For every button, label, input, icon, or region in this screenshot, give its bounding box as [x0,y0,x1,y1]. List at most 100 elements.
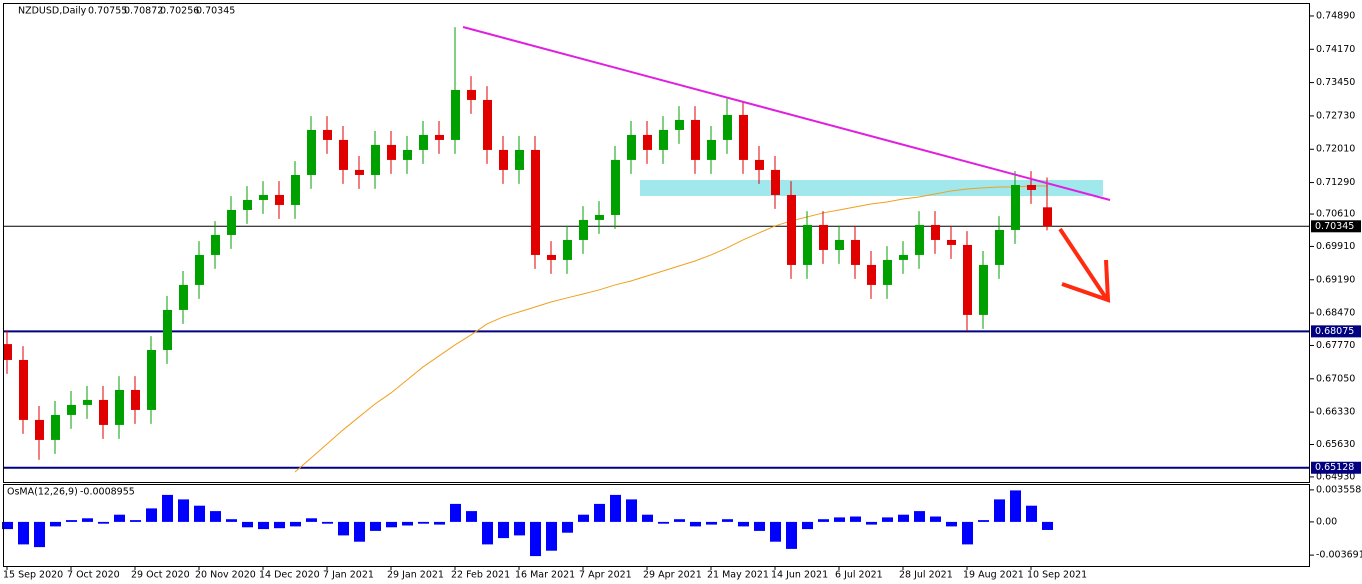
osma-bar [482,521,493,545]
candle-body [675,119,684,130]
osma-bar [834,517,845,522]
osma-bar [386,521,397,528]
y-tick-label: 0.69910 [1316,241,1355,252]
osma-value: -0.0008955 [80,487,135,498]
resistance-zone [640,180,1103,196]
x-tick-label: 29 Apr 2021 [643,570,702,581]
candle-body [3,344,12,360]
candle-body [739,114,748,160]
y-tick-label: 0.00 [1316,516,1337,527]
osma-bar [946,521,957,527]
y-tick-label: 0.73450 [1316,77,1355,88]
osma-bar [306,518,317,522]
osma-bar [514,521,525,536]
candle-body [947,239,956,245]
candle-body [371,144,380,175]
y-tick-label: 0.70610 [1316,209,1355,220]
osma-bar [898,514,909,522]
candle-body [1043,207,1052,227]
osma-bar [466,511,477,522]
osma-bar [562,521,573,533]
osma-bar [578,514,589,522]
x-tick-label: 20 Nov 2020 [195,570,256,581]
candle-body [179,284,188,310]
candle-body [147,349,156,410]
x-tick-label: 7 Jan 2021 [323,570,374,581]
main-frame [3,3,1310,483]
osma-bar [1010,490,1021,522]
x-tick-label: 16 Mar 2021 [515,570,575,581]
ohlc-high: 0.70872 [124,6,163,17]
osma-bar [66,520,77,522]
osma-bar [1042,521,1053,530]
candle-body [307,129,316,175]
osma-bar [258,521,269,530]
ohlc-low: 0.70256 [160,6,199,17]
x-tick-label: 10 Sep 2021 [1027,570,1087,581]
candle-body [19,359,28,420]
osma-bar [610,494,621,522]
candle-body [499,149,508,170]
osma-bar [370,521,381,531]
candle-body [243,199,252,210]
y-tick-label: 0.74170 [1316,44,1355,55]
candle-body [723,114,732,140]
candle-body [707,139,716,160]
candle-body [867,264,876,285]
osma-bar [914,511,925,522]
candle-body [963,244,972,315]
x-tick-label: 15 Sep 2020 [3,570,63,581]
y-tick-label: 0.69190 [1316,274,1355,285]
osma-bar [226,519,237,522]
osma-bar [290,521,301,527]
osma-title: OsMA(12,26,9) [7,487,78,498]
candle-body [531,149,540,255]
candle-body [163,309,172,350]
candle-body [451,89,460,140]
x-tick-label: 14 Dec 2020 [259,570,320,581]
candle-body [579,219,588,240]
arrow-shaft [1058,227,1108,300]
candle-body [627,134,636,160]
ohlc-close: 0.70345 [196,6,235,17]
candle-body [691,119,700,160]
osma-bar [674,519,685,522]
x-tick-label: 29 Jan 2021 [387,570,444,581]
x-tick-label: 29 Oct 2020 [131,570,190,581]
y-tick-label: 0.67770 [1316,340,1355,351]
candle-body [835,239,844,250]
candle-body [771,169,780,195]
osma-bar [882,517,893,522]
candle-body [131,389,140,410]
candle-body [803,224,812,265]
osma-bar [242,521,253,528]
candle-body [883,259,892,285]
moving-average [294,185,1047,473]
osma-bar [98,521,109,524]
x-tick-label: 22 Feb 2021 [451,570,510,581]
symbol: NZDUSD,Daily [18,6,87,17]
osma-bar [786,521,797,549]
price-label-box [1311,325,1361,338]
osma-bar [642,514,653,522]
osma-bar [210,511,221,522]
osma-bar [978,520,989,522]
candle-body [435,134,444,140]
candle-body [547,254,556,260]
candle-body [851,239,860,265]
candle-body [403,149,412,160]
price-label-box [1311,220,1361,233]
candle-body [195,254,204,285]
y-tick-label: 0.72010 [1316,144,1355,155]
candle-body [115,389,124,425]
osma-bar [146,508,157,522]
price-label-box [1311,461,1361,474]
osma-bar [178,499,189,522]
candle-body [227,209,236,235]
osma-bar [994,499,1005,522]
osma-bar [354,521,365,542]
candle-body [979,264,988,315]
osma-bar [594,503,605,522]
